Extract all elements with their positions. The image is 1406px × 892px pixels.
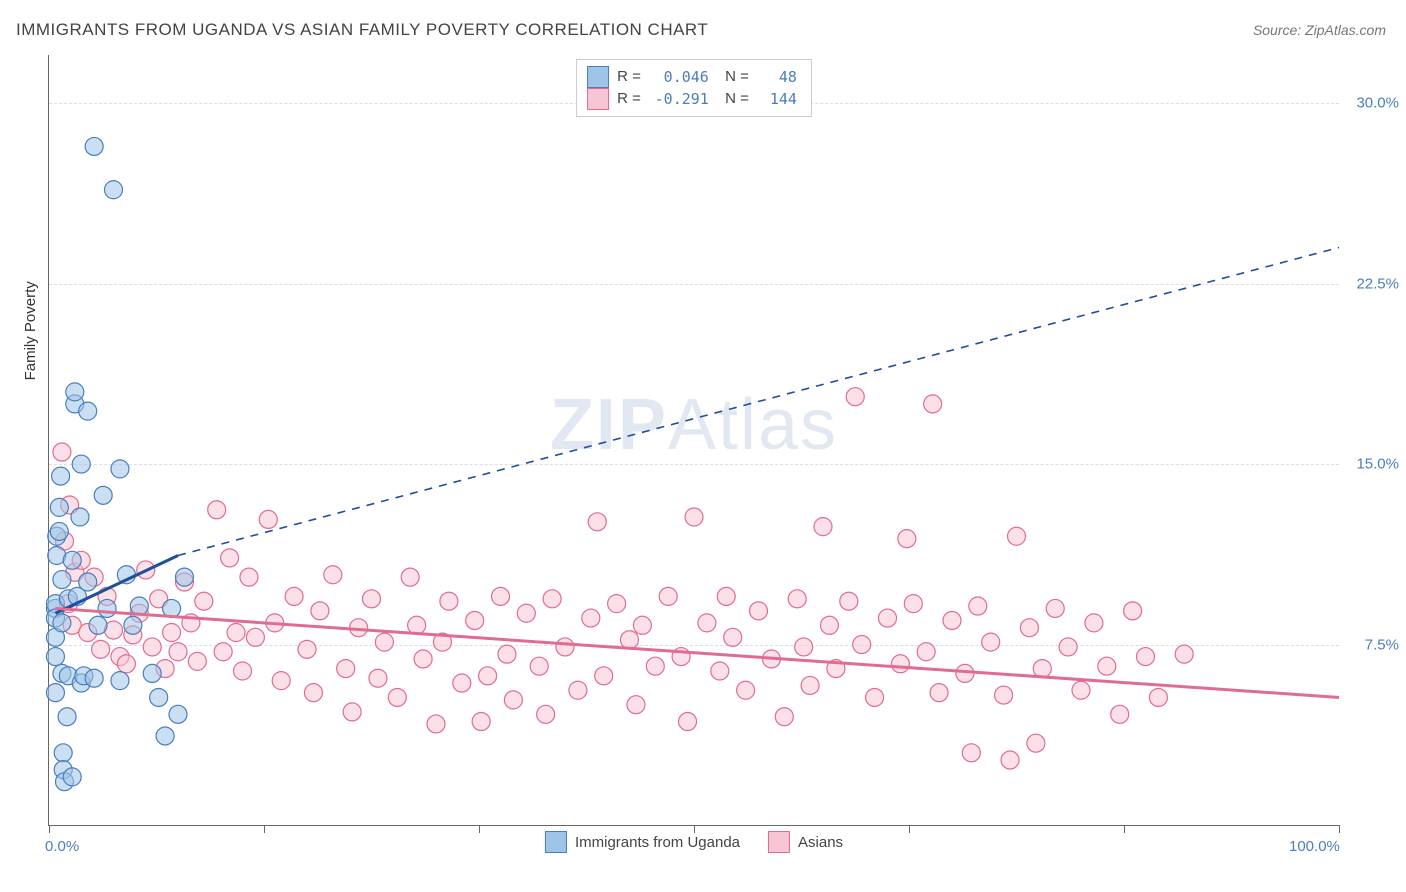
swatch-icon bbox=[768, 831, 790, 853]
legend-label: Immigrants from Uganda bbox=[575, 834, 740, 851]
x-tick bbox=[49, 825, 50, 833]
y-tick-label: 30.0% bbox=[1356, 95, 1399, 112]
series-legend: Immigrants from Uganda Asians bbox=[545, 831, 843, 853]
y-tick-label: 7.5% bbox=[1365, 636, 1399, 653]
y-tick-label: 15.0% bbox=[1356, 456, 1399, 473]
swatch-icon bbox=[545, 831, 567, 853]
x-tick-label: 0.0% bbox=[45, 838, 79, 855]
legend-item: Immigrants from Uganda bbox=[545, 831, 740, 853]
plot-area: 7.5%15.0%22.5%30.0% ZIPAtlas R = 0.046 N… bbox=[48, 55, 1339, 826]
x-tick bbox=[1124, 825, 1125, 833]
x-tick-label: 100.0% bbox=[1289, 838, 1340, 855]
x-tick bbox=[264, 825, 265, 833]
y-axis-label: Family Poverty bbox=[22, 281, 39, 380]
source-attribution: Source: ZipAtlas.com bbox=[1253, 22, 1386, 38]
x-tick bbox=[909, 825, 910, 833]
legend-row-asian: R = -0.291 N = 144 bbox=[587, 88, 797, 110]
x-tick bbox=[1339, 825, 1340, 833]
x-tick bbox=[479, 825, 480, 833]
legend-row-uganda: R = 0.046 N = 48 bbox=[587, 66, 797, 88]
correlation-legend: R = 0.046 N = 48 R = -0.291 N = 144 bbox=[576, 59, 812, 117]
swatch-icon bbox=[587, 88, 609, 110]
chart-title: IMMIGRANTS FROM UGANDA VS ASIAN FAMILY P… bbox=[16, 20, 708, 40]
swatch-icon bbox=[587, 66, 609, 88]
scatter-plot-svg bbox=[49, 55, 1339, 825]
x-tick bbox=[694, 825, 695, 833]
legend-label: Asians bbox=[798, 834, 843, 851]
legend-item: Asians bbox=[768, 831, 843, 853]
y-tick-label: 22.5% bbox=[1356, 275, 1399, 292]
